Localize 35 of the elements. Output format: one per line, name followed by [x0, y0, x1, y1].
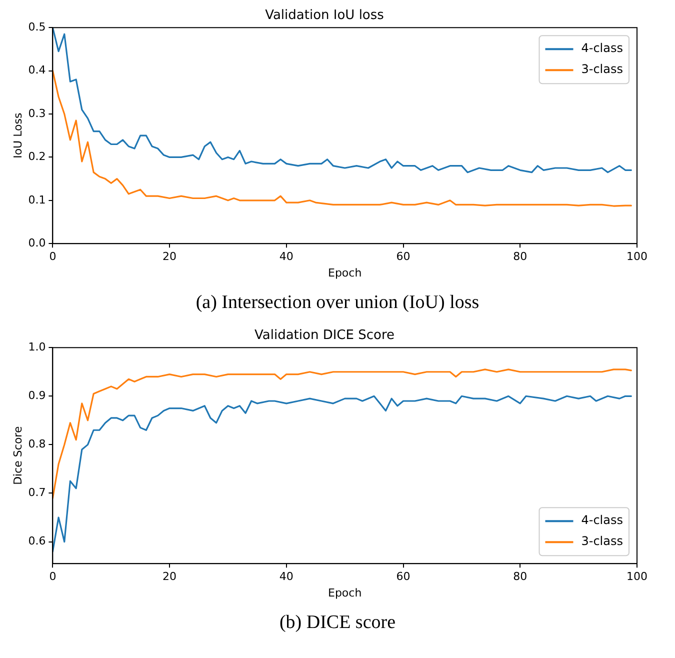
y-tick-label: 0.4 — [28, 64, 46, 77]
x-tick-label: 100 — [626, 570, 648, 584]
y-tick-label: 0.7 — [28, 486, 46, 500]
x-tick-label: 40 — [279, 570, 294, 584]
chart-title: Validation DICE Score — [254, 328, 395, 344]
y-tick-label: 1.0 — [28, 340, 46, 354]
legend-label: 4-class — [581, 513, 624, 528]
x-tick-label: 80 — [513, 250, 528, 264]
y-tick-label: 0.2 — [28, 150, 46, 164]
x-tick-label: 40 — [279, 250, 294, 264]
x-tick-label: 20 — [162, 250, 177, 264]
y-tick-label: 0.1 — [28, 193, 46, 206]
legend-label: 4-class — [581, 41, 624, 56]
x-axis-title: Epoch — [328, 266, 362, 280]
x-tick-label: 80 — [513, 570, 528, 584]
y-tick-label: 0.9 — [28, 389, 46, 402]
legend-label: 3-class — [581, 534, 624, 548]
y-tick-label: 0.3 — [28, 106, 46, 120]
y-tick-label: 0.6 — [28, 534, 46, 548]
y-axis-title: Dice Score — [11, 426, 24, 485]
x-tick-label: 20 — [162, 570, 177, 584]
y-axis-title: IoU Loss — [11, 112, 24, 158]
x-tick-label: 60 — [396, 570, 410, 584]
text: (a) Intersection over union (IoU) loss — [194, 291, 480, 315]
x-tick-label: 0 — [49, 570, 56, 584]
chart-title: Validation IoU loss — [265, 8, 384, 24]
x-tick-label: 60 — [396, 250, 410, 264]
x-tick-label: 0 — [49, 250, 56, 264]
x-axis-title: Epoch — [328, 586, 362, 600]
y-tick-label: 0.0 — [28, 236, 46, 250]
legend-label: 3-class — [581, 62, 624, 76]
text: (b) DICE score — [278, 611, 397, 635]
y-tick-label: 0.8 — [28, 438, 46, 451]
x-tick-label: 100 — [626, 250, 648, 264]
y-tick-label: 0.5 — [28, 20, 46, 34]
